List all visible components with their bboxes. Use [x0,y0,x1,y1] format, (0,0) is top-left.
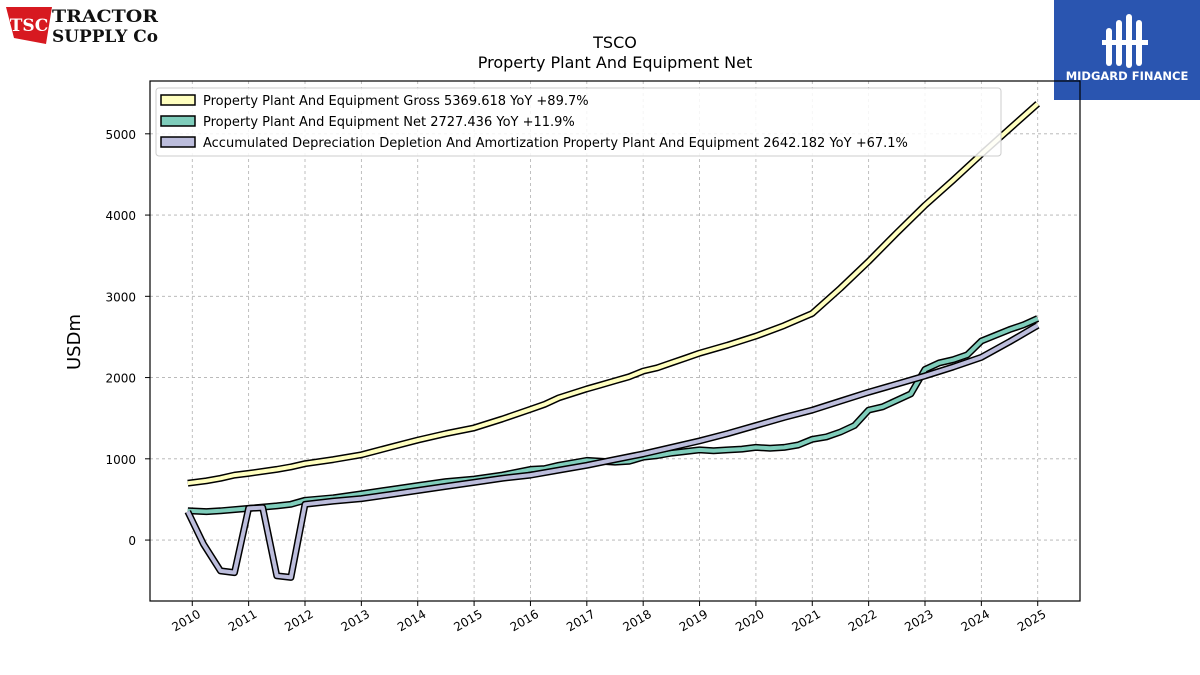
y-tick-label: 5000 [105,128,136,142]
y-tick-label: 3000 [105,290,136,304]
chart-subtitle: Property Plant And Equipment Net [478,53,753,72]
legend-swatch [160,115,196,127]
series-stroke [187,316,1039,514]
series-lines [184,101,1041,581]
x-tick-label: 2020 [733,607,766,634]
y-tick-label: 2000 [105,372,136,386]
x-tick-label: 2012 [282,607,315,634]
x-tick-label: 2015 [451,607,484,634]
legend-entry-2: Property Plant And Equipment Net 2727.43… [203,115,575,130]
legend-box [155,87,1002,157]
x-tick-label: 2022 [846,607,879,634]
chart-title: TSCO [592,33,637,52]
tsc-badge-shape [6,7,52,44]
x-tick-label: 2021 [790,607,823,634]
x-tick-label: 2013 [339,607,372,634]
plot-frame [149,80,1081,602]
y-tick-label: 1000 [105,453,136,467]
tsc-line1: TRACTOR [52,7,159,27]
series-stroke [185,323,1039,580]
x-axis-ticks: 2010 2011 2012 2013 2014 2015 2016 2017 2018 2019… [170,601,1048,634]
y-tick-label: 4000 [105,209,136,223]
x-tick-label: 2024 [959,607,992,634]
midgard-emblem-icon [1102,14,1148,68]
y-axis-label: USDm [64,314,85,370]
legend-swatch [160,136,196,148]
y-tick-label: 0 [128,534,136,548]
midgard-logo-text: MIDGARD FINANCE [1066,69,1189,83]
series-outline [187,101,1041,487]
x-tick-label: 2025 [1015,607,1048,634]
grid [150,81,1080,601]
x-tick-label: 2011 [226,607,259,634]
tractor-supply-logo: TSC TRACTOR SUPPLY Co [6,7,159,46]
series-outline [187,315,1040,516]
legend: Property Plant And Equipment Gross 5369.… [155,87,1002,157]
x-tick-label: 2023 [902,607,935,634]
midgard-finance-logo: MIDGARD FINANCE [1054,0,1200,100]
tsc-line2: SUPPLY Co [52,27,158,46]
x-tick-label: 2019 [677,607,710,634]
y-axis-ticks: 0 1000 2000 3000 4000 5000 [105,128,150,548]
legend-swatch [160,94,196,106]
x-tick-label: 2010 [170,607,203,634]
series-line-1 [187,101,1041,487]
legend-entry-1: Property Plant And Equipment Gross 5369.… [203,94,589,109]
x-tick-label: 2017 [564,607,597,634]
x-tick-label: 2014 [395,607,428,634]
x-tick-label: 2018 [620,607,653,634]
x-tick-label: 2016 [508,607,541,634]
tsc-badge-text: TSC [10,16,48,36]
series-line-2 [187,315,1040,516]
series-line-3 [184,322,1040,581]
series-stroke [187,102,1040,486]
legend-entry-3: Accumulated Depreciation Depletion And A… [203,136,908,151]
series-outline [184,322,1040,581]
